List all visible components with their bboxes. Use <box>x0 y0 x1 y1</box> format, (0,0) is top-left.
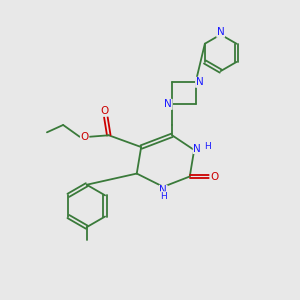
Text: O: O <box>100 106 109 116</box>
Text: H: H <box>160 192 166 201</box>
Text: O: O <box>210 172 218 182</box>
Text: H: H <box>204 142 211 151</box>
Text: N: N <box>159 185 167 195</box>
Text: N: N <box>164 99 172 110</box>
Text: N: N <box>193 143 201 154</box>
Text: N: N <box>196 77 203 87</box>
Text: O: O <box>80 132 89 142</box>
Text: N: N <box>217 27 224 37</box>
